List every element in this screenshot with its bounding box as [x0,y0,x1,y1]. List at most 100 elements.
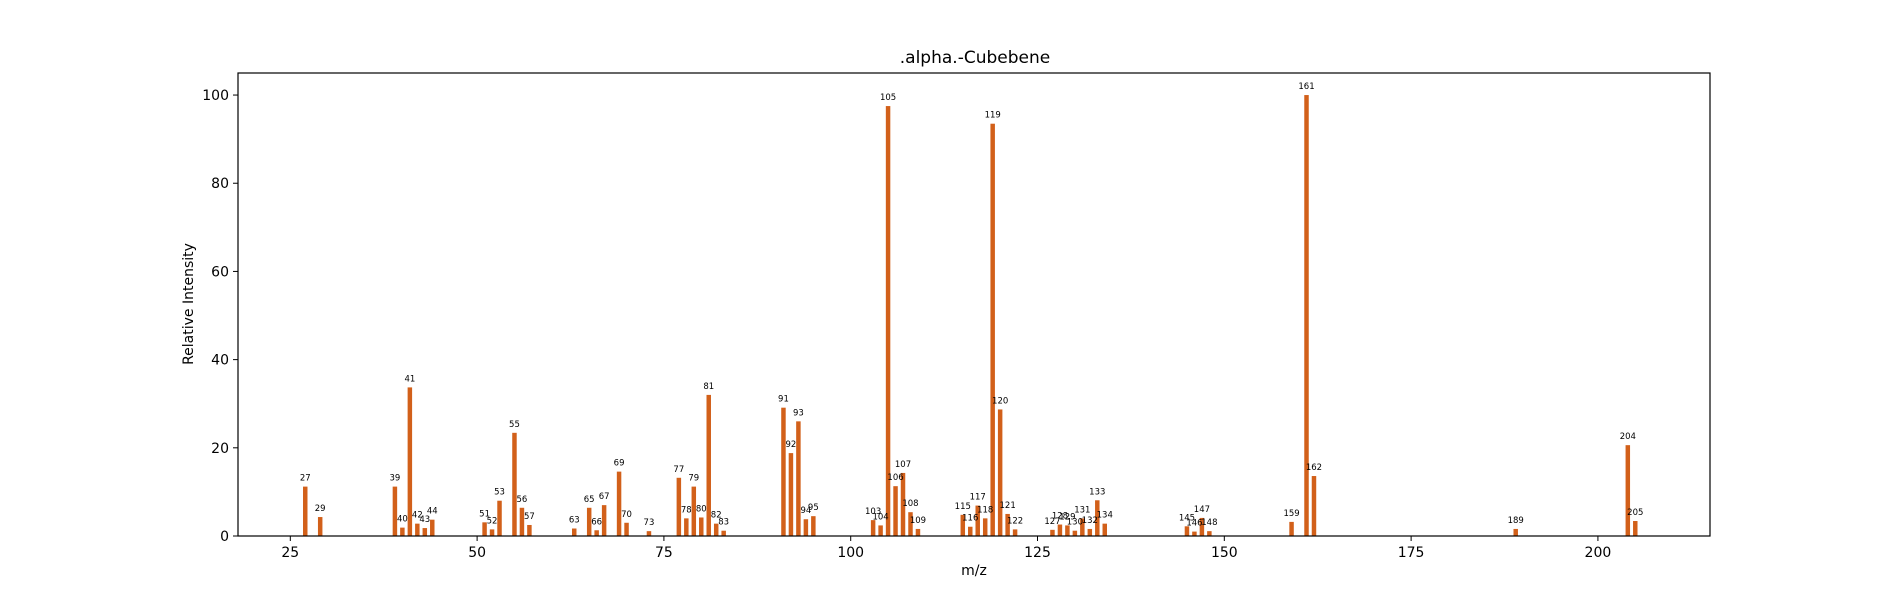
bar-label-mz-119: 119 [985,111,1001,121]
bar-mz-105 [885,106,891,536]
bar-label-mz-121: 121 [1000,501,1016,511]
bar-label-mz-53: 53 [494,488,505,498]
bar-label-mz-56: 56 [517,495,528,505]
bar-label-mz-147: 147 [1194,505,1210,515]
bar-label-mz-42: 42 [412,511,423,521]
bar-label-mz-146: 146 [1186,519,1202,529]
y-tick-label: 40 [211,353,229,369]
x-axis-label: m/z [961,563,987,579]
bar-label-mz-70: 70 [621,510,632,520]
bar-label-mz-55: 55 [509,420,520,430]
bar-mz-103 [870,520,876,536]
bar-label-mz-57: 57 [524,512,535,522]
bar-mz-44 [430,519,435,536]
bar-mz-41 [407,387,413,536]
bar-label-mz-93: 93 [793,408,804,418]
bar-label-mz-131: 131 [1074,505,1090,515]
bar-label-mz-52: 52 [487,516,498,526]
bar-label-mz-79: 79 [688,474,699,484]
bar-label-mz-66: 66 [591,517,602,527]
bar-label-mz-39: 39 [389,474,400,484]
x-tick-label: 100 [837,545,864,561]
bar-mz-78 [684,518,689,536]
bar-label-mz-132: 132 [1082,516,1098,526]
bar-label-mz-145: 145 [1179,513,1195,523]
bar-mz-127 [1050,529,1055,536]
bar-label-mz-40: 40 [397,515,408,525]
bar-mz-104 [878,525,883,536]
bar-label-mz-133: 133 [1089,487,1105,497]
bar-mz-109 [915,528,921,536]
bar-mz-53 [497,500,502,536]
bar-label-mz-122: 122 [1007,516,1023,526]
bar-mz-80 [699,517,704,536]
bar-label-mz-41: 41 [404,374,415,384]
x-tick-label: 125 [1024,545,1051,561]
y-axis: 0 20 40 60 80 100 [202,88,238,545]
bar-mz-93 [796,421,801,536]
bar-label-mz-51: 51 [479,509,490,519]
bar-mz-81 [706,394,711,536]
bar-label-mz-67: 67 [599,492,610,502]
bar-mz-161 [1304,95,1309,537]
bar-label-mz-117: 117 [970,493,986,503]
bar-mz-204 [1625,445,1631,536]
bar-mz-189 [1513,528,1518,536]
bars-layer [303,95,1638,537]
bar-mz-129 [1065,525,1070,536]
bar-mz-63 [572,528,577,536]
bar-label-mz-128: 128 [1052,512,1068,522]
bar-mz-65 [586,507,592,536]
bar-mz-119 [990,123,995,537]
bar-mz-82 [713,523,719,536]
bar-label-mz-43: 43 [419,515,430,525]
bar-label-mz-80: 80 [696,504,707,514]
bar-label-mz-82: 82 [711,511,722,521]
bar-mz-67 [601,505,607,536]
bar-label-mz-162: 162 [1306,463,1322,473]
bar-mz-70 [624,522,629,536]
bar-mz-121 [1005,513,1010,536]
bar-label-mz-159: 159 [1283,509,1299,519]
bar-mz-134 [1102,523,1107,536]
bar-mz-122 [1012,529,1018,536]
y-tick-label: 60 [211,264,229,280]
y-axis-label: Relative Intensity [181,243,197,365]
bar-mz-66 [594,530,599,536]
bar-label-mz-77: 77 [673,465,684,475]
bar-label-mz-103: 103 [865,507,881,517]
bar-mz-117 [975,505,980,536]
bar-mz-108 [908,512,913,536]
bar-label-mz-107: 107 [895,460,911,470]
bar-mz-95 [811,516,816,536]
bar-mz-57 [527,524,532,536]
bar-mz-39 [392,486,398,536]
bar-label-mz-81: 81 [703,382,714,392]
bar-label-mz-161: 161 [1298,82,1314,92]
bar-label-mz-106: 106 [887,473,903,483]
bar-mz-106 [893,486,898,536]
bar-label-mz-83: 83 [718,518,729,528]
bar-label-mz-44: 44 [427,507,438,517]
x-tick-label: 150 [1211,545,1238,561]
bar-label-mz-205: 205 [1627,508,1643,518]
bar-label-mz-134: 134 [1097,511,1113,521]
bar-mz-133 [1095,500,1100,536]
bar-mz-77 [676,477,682,536]
y-tick-label: 20 [211,441,229,457]
bar-label-mz-78: 78 [681,505,692,515]
bar-label-mz-118: 118 [977,505,993,515]
bar-label-mz-29: 29 [315,504,326,514]
bar-mz-94 [803,519,809,536]
bar-mz-132 [1087,528,1093,536]
bar-label-mz-120: 120 [992,396,1008,406]
bar-label-mz-127: 127 [1044,517,1060,527]
plot-frame [237,72,1711,537]
x-axis: 25 50 75 100 125 150 175 200 [281,536,1611,561]
bar-label-mz-27: 27 [300,474,311,484]
bar-label-mz-105: 105 [880,93,896,103]
bar-mz-120 [997,409,1003,536]
bar-mz-42 [415,523,420,536]
